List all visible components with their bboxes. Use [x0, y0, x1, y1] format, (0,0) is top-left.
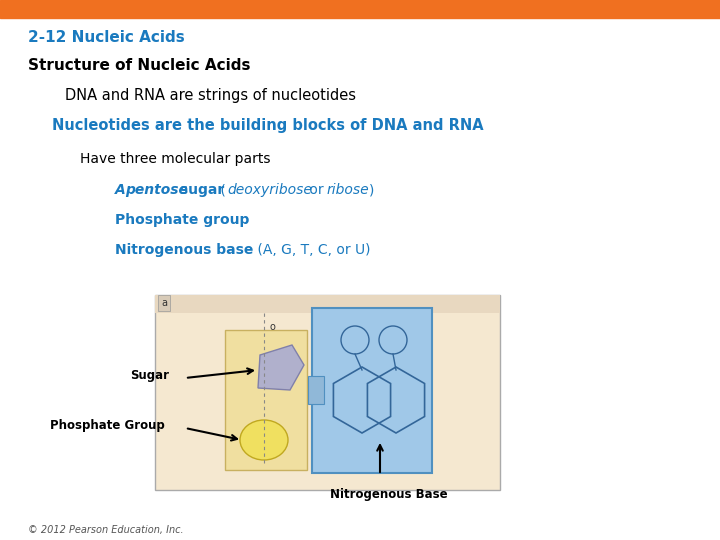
- Bar: [155, 295, 500, 313]
- Text: ribose: ribose: [327, 183, 369, 197]
- Text: Structure of Nucleic Acids: Structure of Nucleic Acids: [28, 58, 251, 73]
- Text: (A, G, T, C, or U): (A, G, T, C, or U): [253, 243, 371, 257]
- Text: Nitrogenous base: Nitrogenous base: [115, 243, 253, 257]
- Text: o: o: [270, 322, 276, 332]
- Polygon shape: [258, 345, 304, 390]
- Text: Have three molecular parts: Have three molecular parts: [80, 152, 271, 166]
- Text: or: or: [305, 183, 328, 197]
- Text: Nitrogenous Base: Nitrogenous Base: [330, 488, 448, 501]
- Text: ): ): [369, 183, 374, 197]
- Text: a: a: [161, 298, 167, 308]
- Text: Nucleotides are the building blocks of DNA and RNA: Nucleotides are the building blocks of D…: [52, 118, 484, 133]
- Text: © 2012 Pearson Education, Inc.: © 2012 Pearson Education, Inc.: [28, 525, 184, 535]
- Text: Phosphate group: Phosphate group: [115, 213, 249, 227]
- Text: DNA and RNA are strings of nucleotides: DNA and RNA are strings of nucleotides: [65, 88, 356, 103]
- Text: Phosphate Group: Phosphate Group: [50, 418, 165, 431]
- Bar: [155, 295, 500, 490]
- Bar: [225, 330, 307, 470]
- Text: sugar: sugar: [175, 183, 224, 197]
- Bar: [0, 0, 720, 18]
- Text: A: A: [115, 183, 130, 197]
- Bar: [308, 376, 324, 404]
- Text: (: (: [216, 183, 226, 197]
- Text: deoxyribose: deoxyribose: [227, 183, 312, 197]
- Bar: [312, 308, 432, 473]
- Text: 2-12 Nucleic Acids: 2-12 Nucleic Acids: [28, 30, 185, 45]
- Text: Sugar: Sugar: [130, 368, 169, 381]
- Text: pentose: pentose: [125, 183, 188, 197]
- Ellipse shape: [240, 420, 288, 460]
